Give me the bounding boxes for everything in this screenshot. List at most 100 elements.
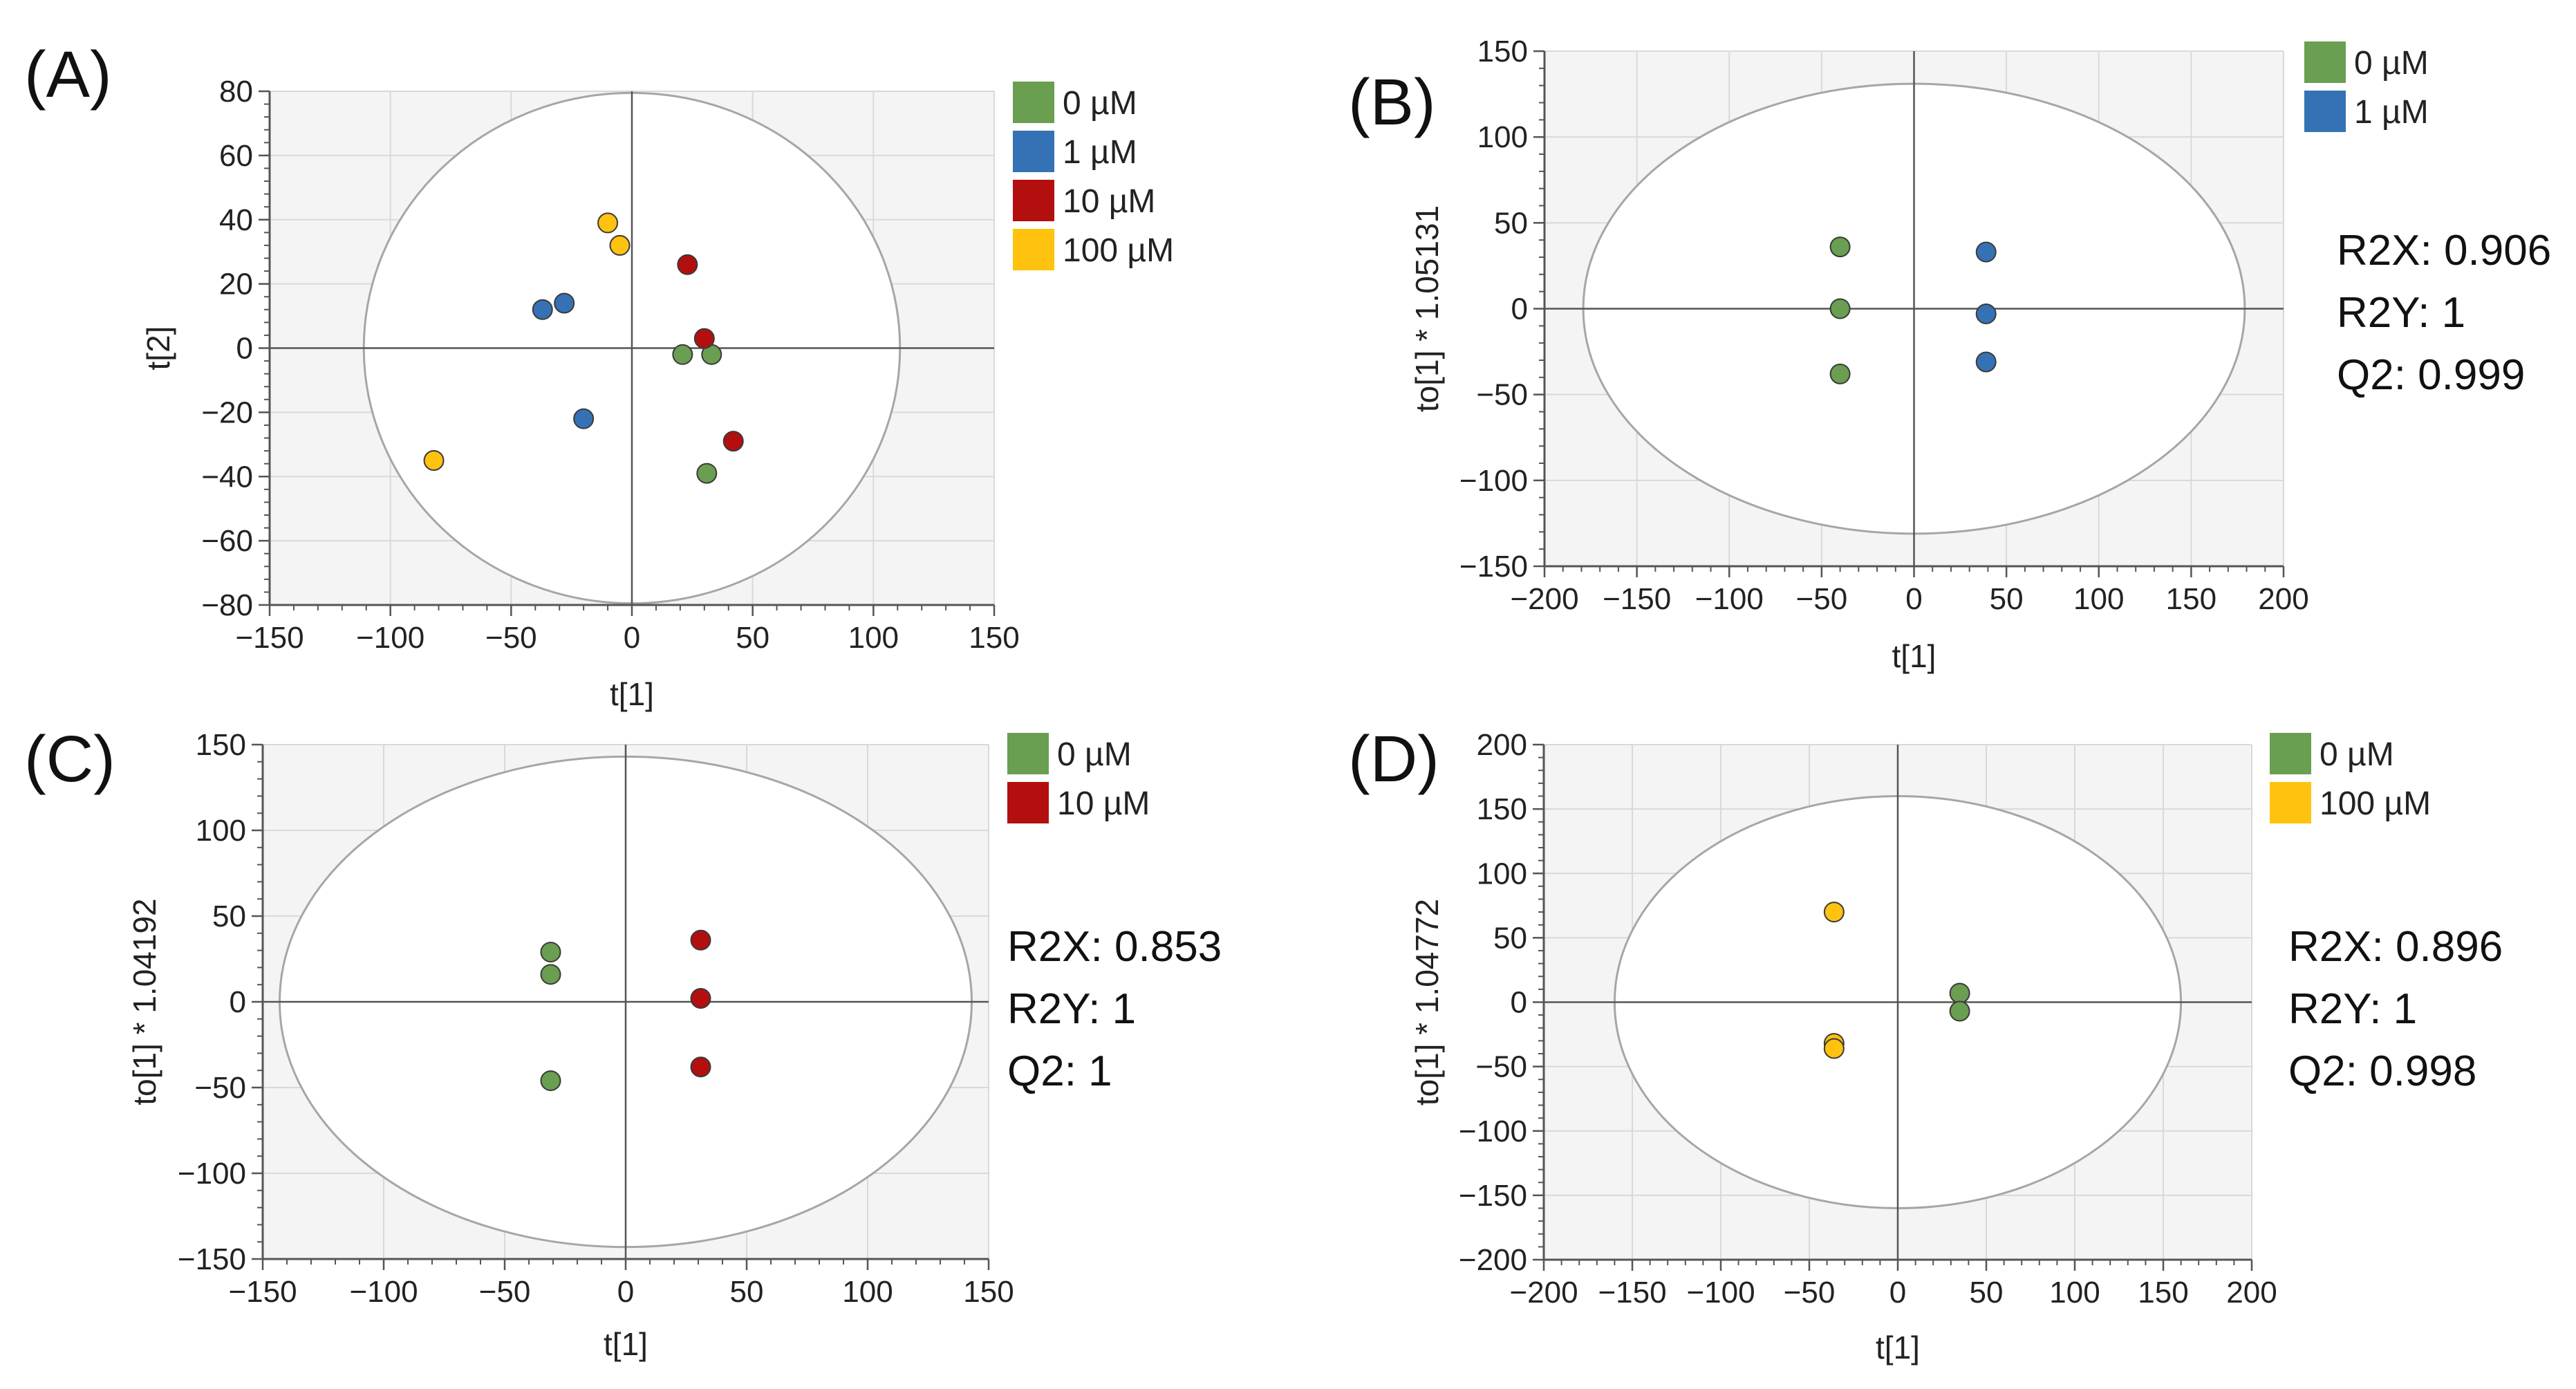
y-tick-label: −40 [201,460,253,494]
data-point [1829,363,1851,384]
legend-label: 0 µM [2354,45,2429,82]
y-tick-label: 80 [219,75,253,109]
data-point [672,344,693,365]
x-tick-label: −200 [1510,582,1578,616]
y-tick-label: −200 [1459,1243,1527,1277]
model-stat-line: R2Y: 1 [2288,985,2417,1033]
x-tick-label: 0 [1889,1276,1906,1309]
x-tick-label: 50 [1970,1276,2004,1309]
data-point [690,929,711,951]
data-point [1975,241,1997,263]
model-stats-d: R2X: 0.896 R2Y: 1 Q2: 0.998 [2288,923,2503,1095]
x-tick-label: 100 [842,1275,893,1309]
series-b-0 [1829,236,1851,384]
x-tick-label: 50 [730,1275,764,1309]
y-tick-label: −50 [1475,1050,1527,1084]
panel-c: (C) −150 −100 −50 0 50 100 150 −150 −100 −50 0 50 100… [24,723,1222,1362]
series-c-1 [690,929,711,1078]
data-point [609,234,631,256]
data-point [690,1056,711,1078]
legend-swatch [1013,180,1054,221]
x-tick-label: −50 [1784,1276,1836,1309]
y-axis-title-a: t[2] [140,326,176,371]
y-tick-label: 0 [230,985,246,1019]
x-tick-label: 100 [2073,582,2124,616]
data-point [540,1070,561,1092]
legend-label: 0 µM [2320,736,2394,773]
legend-label: 10 µM [1057,785,1150,822]
panels: (A)−150 −100 −50 0 50 100 150−80−60−40−2002040… [24,35,2551,1365]
y-tick-label: 60 [219,139,253,173]
legend-d: 0 µM 100 µM [2270,733,2431,823]
data-point [573,408,595,429]
y-tick-label: −100 [1459,1115,1527,1148]
panel-d: (D) −200 −150 −100 −50 0 50 100 150 200 −200 −150 −1… [1348,723,2503,1365]
model-stat-line: R2Y: 1 [2337,289,2465,337]
x-tick-label: −50 [485,621,537,655]
model-stat-line: R2X: 0.853 [1007,923,1222,971]
data-point [532,299,553,320]
x-tick-label: 50 [736,621,769,655]
x-tick-label: 150 [963,1275,1014,1309]
y-tick-label: 0 [236,332,253,366]
legend-swatch [1007,782,1049,823]
x-axis-title-d: t[1] [1876,1330,1920,1365]
y-tick-label: −20 [201,395,253,429]
model-stat-line: Q2: 0.999 [2337,351,2525,399]
y-tick-label: 100 [196,814,246,848]
legend-label: 0 µM [1057,736,1132,773]
x-tick-label: 50 [1990,582,2024,616]
y-tick-label: 100 [1477,120,1528,154]
legend-c: 0 µM 10 µM [1007,733,1150,823]
series-a-2 [677,254,744,452]
x-tick-label: −100 [1686,1276,1755,1309]
y-tick-label: 200 [1477,728,1527,762]
legend-label: 100 µM [2320,785,2431,822]
x-tick-label: 150 [2166,582,2216,616]
x-tick-label: 100 [848,621,899,655]
data-point [540,942,561,963]
y-axis-title-b: to[1] * 1.05131 [1409,205,1445,412]
y-tick-label: −60 [201,524,253,558]
x-tick-label: −150 [235,621,304,655]
legend-label: 10 µM [1063,183,1155,220]
y-tick-label: −150 [1459,550,1528,584]
panel-label-b: (B) [1348,66,1436,139]
data-point [696,463,718,484]
y-tick-label: −100 [1459,464,1528,498]
model-stats-c: R2X: 0.853 R2Y: 1 Q2: 1 [1007,923,1222,1095]
x-tick-label: 200 [2226,1276,2277,1309]
y-tick-label: −50 [194,1071,246,1105]
data-point [722,431,744,452]
legend-b: 0 µM 1 µM [2304,41,2429,132]
y-tick-label: 150 [1477,792,1527,826]
x-tick-label: 200 [2258,582,2308,616]
data-point [693,328,715,349]
y-tick-label: 50 [1493,921,1527,955]
series-a-1 [532,292,595,429]
x-tick-label: 0 [617,1275,634,1309]
data-point [1829,298,1851,319]
y-tick-label: 40 [219,203,253,237]
y-axis-title-c: to[1] * 1.04192 [127,898,162,1105]
legend-swatch [2304,41,2346,83]
data-point [1949,982,1970,1004]
x-tick-label: 100 [2049,1276,2100,1309]
data-point [597,212,619,234]
data-point [1975,303,1997,324]
y-tick-label: 100 [1477,857,1527,891]
y-tick-label: 20 [219,268,253,301]
legend-swatch [1013,229,1054,270]
y-tick-label: 150 [1477,35,1528,68]
legend-a: 0 µM 1 µM 10 µM 100 µM [1013,82,1174,270]
model-stat-line: Q2: 0.998 [2288,1047,2476,1095]
data-point [1949,1000,1970,1022]
data-point [554,292,575,314]
x-tick-label: 0 [624,621,640,655]
legend-swatch [1007,733,1049,774]
y-tick-label: 50 [1494,206,1528,240]
x-tick-label: −100 [1695,582,1764,616]
x-tick-label: −150 [228,1275,297,1309]
y-tick-label: 50 [212,899,246,933]
